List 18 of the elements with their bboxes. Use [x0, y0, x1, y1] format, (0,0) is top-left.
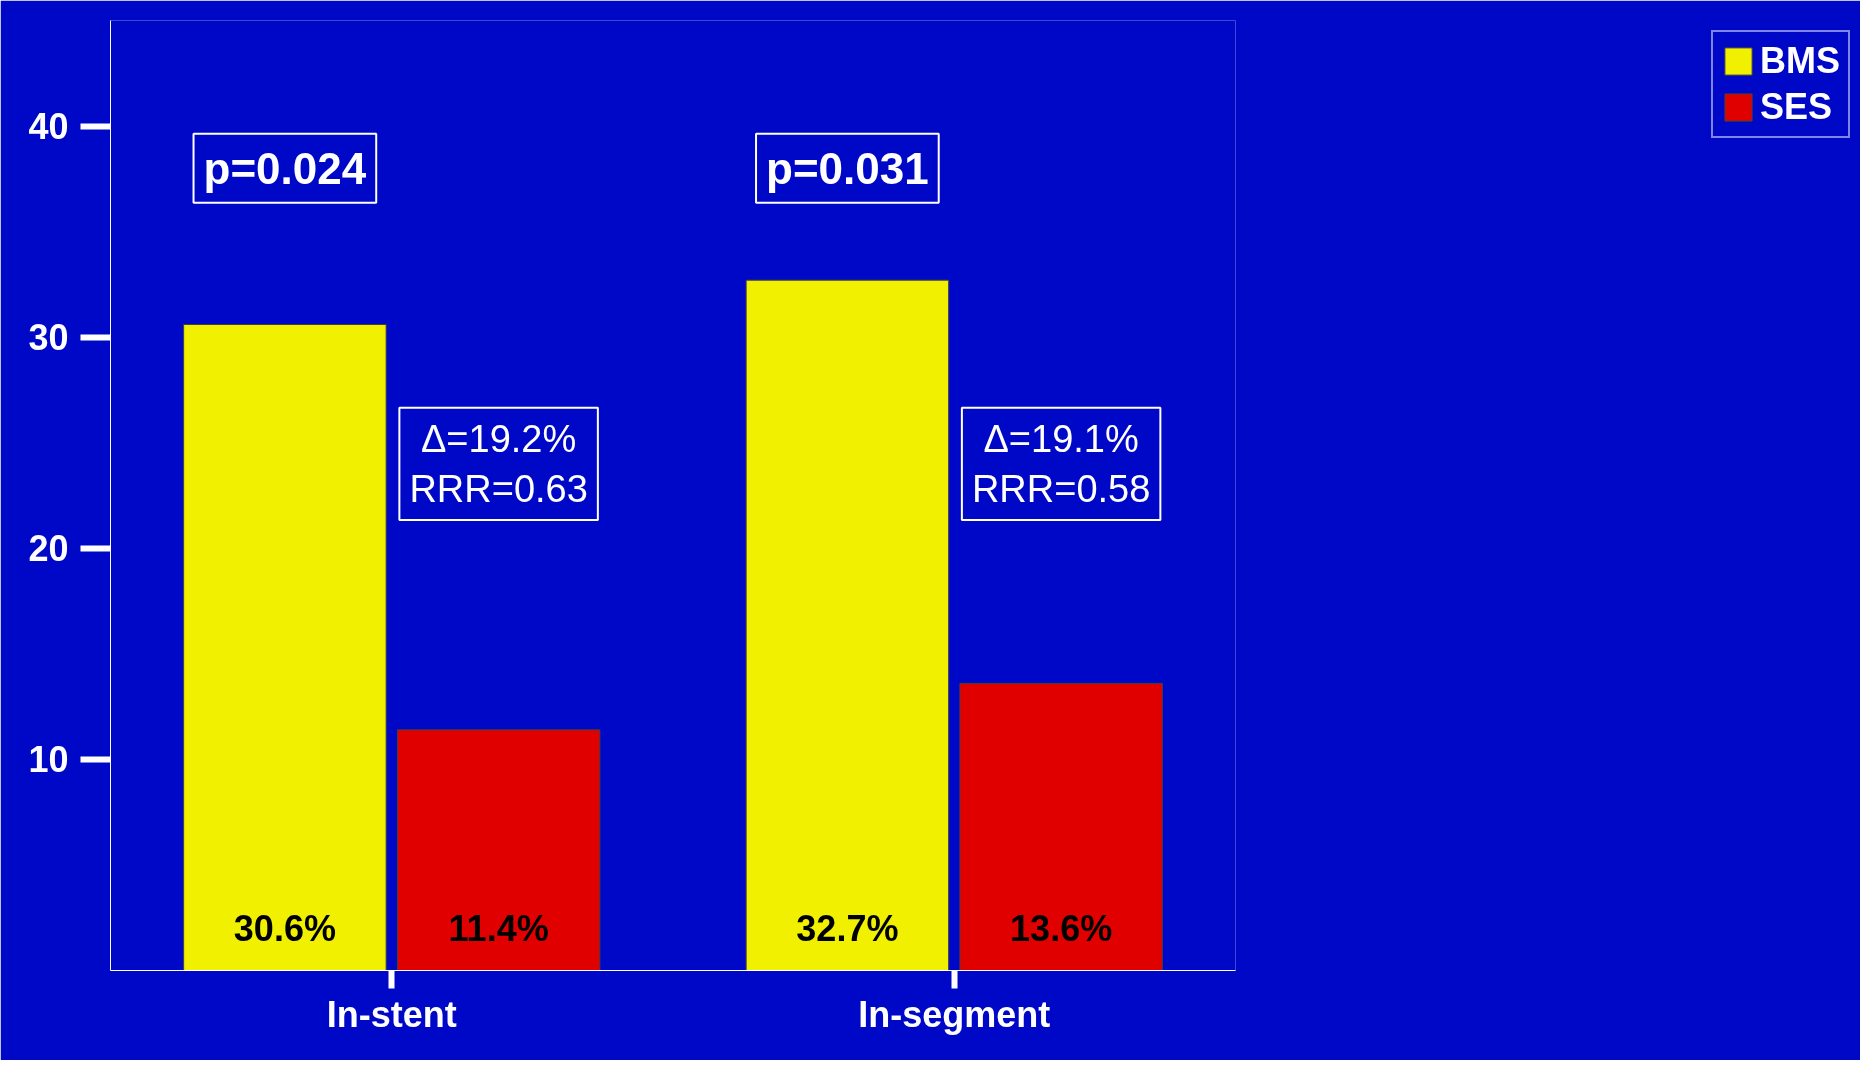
- y-tick-label: 30: [28, 317, 69, 359]
- annotation: p=0.031: [766, 143, 929, 193]
- x-tick-label: In-segment: [858, 993, 1051, 1035]
- bar: [183, 324, 387, 971]
- y-tick-label: 10: [28, 739, 69, 781]
- bar: [959, 682, 1163, 971]
- data-label: 11.4%: [448, 908, 549, 950]
- data-label: 30.6%: [233, 908, 336, 950]
- legend-label: SES: [1760, 86, 1833, 128]
- y-tick-label: 40: [28, 106, 69, 148]
- annotation: Δ=19.1% RRR=0.58: [971, 417, 1151, 511]
- data-label: 32.7%: [796, 908, 899, 950]
- x-tick-label: In-stent: [326, 993, 457, 1035]
- data-label: 13.6%: [1010, 908, 1113, 950]
- annotation: p=0.024: [203, 143, 367, 193]
- y-tick-label: 20: [28, 528, 69, 570]
- legend-label: BMS: [1760, 40, 1840, 82]
- annotation: Δ=19.2% RRR=0.63: [409, 417, 588, 511]
